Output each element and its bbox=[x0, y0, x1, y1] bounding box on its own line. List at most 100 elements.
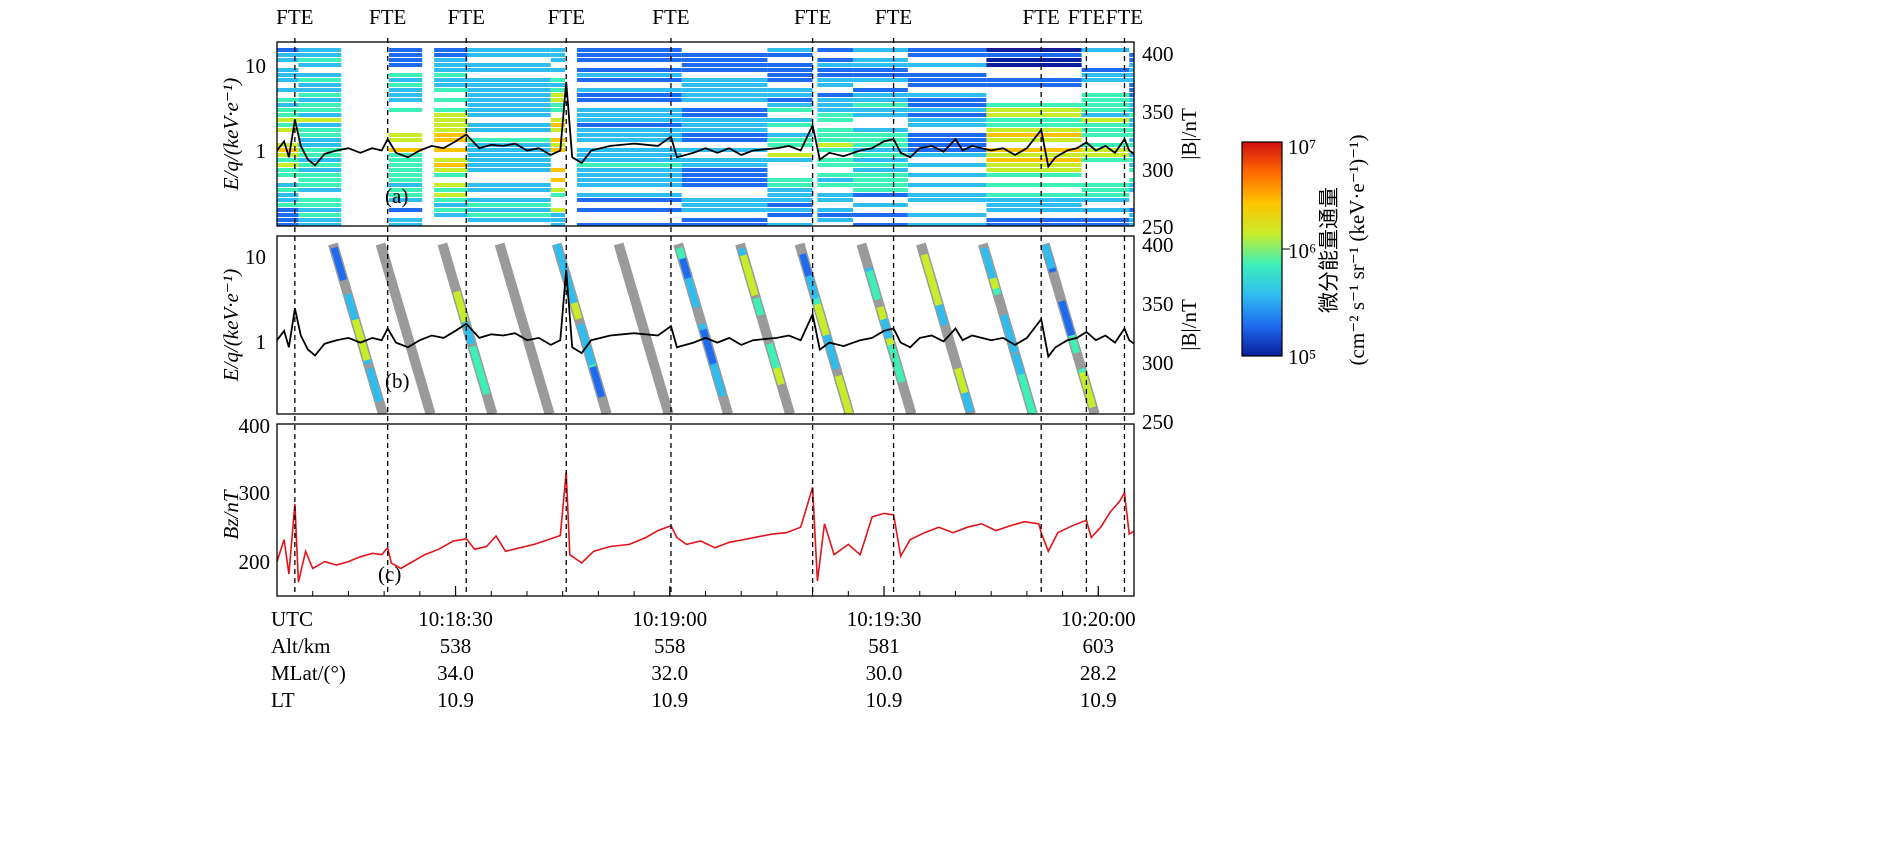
spectro-band bbox=[550, 93, 566, 97]
spectro-band bbox=[986, 218, 1082, 222]
spectro-band bbox=[817, 63, 854, 67]
fte-label-2: FTE bbox=[369, 5, 406, 29]
spectro-band bbox=[853, 103, 908, 107]
panel-a-right-tick-400: 400 bbox=[1142, 42, 1174, 66]
fte-label-3: FTE bbox=[448, 5, 485, 29]
sweep-flux-segment bbox=[1058, 300, 1076, 339]
spectro-band bbox=[576, 153, 682, 157]
spectro-band bbox=[986, 183, 1082, 187]
orbit-info-table: UTC Alt/km 538 558 581 603 MLat/(°) 34.0 32.0 30.… bbox=[271, 607, 1136, 712]
spectro-band bbox=[853, 78, 908, 82]
spectro-band bbox=[298, 118, 342, 122]
spectro-band bbox=[907, 73, 987, 77]
spectro-band bbox=[467, 168, 551, 172]
spectro-band bbox=[576, 53, 682, 57]
spectro-band bbox=[1129, 113, 1134, 117]
spectro-band bbox=[681, 83, 768, 87]
spectro-band bbox=[986, 148, 1082, 152]
sweep-flux-segment bbox=[739, 254, 756, 288]
spectro-band bbox=[277, 113, 299, 117]
panel-b-right-tick-400: 400 bbox=[1142, 233, 1174, 257]
spectro-band bbox=[853, 223, 908, 226]
sweep-flux-segment bbox=[469, 345, 486, 380]
spectro-band bbox=[576, 93, 682, 97]
table-cell: 603 bbox=[1083, 634, 1115, 658]
panel-a-right-tick-250: 250 bbox=[1142, 215, 1174, 239]
spectro-band bbox=[298, 173, 342, 177]
spectro-band bbox=[817, 173, 854, 177]
spectro-band bbox=[1129, 138, 1134, 142]
spectro-band bbox=[277, 128, 299, 132]
spectro-band bbox=[1129, 183, 1134, 187]
spectro-band bbox=[277, 193, 299, 197]
table-cell: 30.0 bbox=[866, 661, 903, 685]
spectro-band bbox=[277, 103, 299, 107]
spectro-band bbox=[1081, 218, 1130, 222]
spectro-band bbox=[1081, 133, 1130, 137]
spectro-band bbox=[388, 218, 423, 222]
spectro-band bbox=[550, 223, 566, 226]
spectro-band bbox=[853, 98, 908, 102]
spectro-band bbox=[550, 98, 566, 102]
fte-label-7: FTE bbox=[875, 5, 912, 29]
spectro-band bbox=[576, 158, 682, 162]
spectro-band bbox=[907, 163, 987, 167]
spectro-band bbox=[467, 113, 551, 117]
spectro-band bbox=[986, 123, 1082, 127]
spectro-band bbox=[467, 83, 551, 87]
spectro-band bbox=[1129, 168, 1134, 172]
spectro-band bbox=[817, 183, 854, 187]
spectro-band bbox=[853, 73, 908, 77]
spectro-band bbox=[681, 108, 768, 112]
spectro-band bbox=[434, 118, 468, 122]
spectro-band bbox=[853, 168, 908, 172]
spectro-band bbox=[817, 58, 854, 62]
sweep-flux-segment bbox=[880, 318, 893, 340]
spectro-band bbox=[853, 58, 908, 62]
spectro-band bbox=[434, 58, 468, 62]
spectro-band bbox=[907, 223, 987, 226]
spectro-band bbox=[681, 133, 768, 137]
spectro-band bbox=[388, 98, 423, 102]
sweep-flux-segment bbox=[699, 328, 717, 365]
spectro-band bbox=[277, 108, 299, 112]
spectro-band bbox=[576, 163, 682, 167]
fte-label-1: FTE bbox=[276, 5, 313, 29]
spectro-band bbox=[576, 108, 682, 112]
sweep-flux-segment bbox=[679, 257, 692, 280]
spectro-band bbox=[767, 198, 813, 202]
spectro-band bbox=[550, 58, 566, 62]
spectro-band bbox=[277, 53, 299, 57]
spectro-band bbox=[277, 58, 299, 62]
spectro-band bbox=[767, 98, 813, 102]
spectro-band bbox=[817, 178, 854, 182]
spectro-band bbox=[853, 133, 908, 137]
spectro-band bbox=[434, 193, 468, 197]
spectro-band bbox=[817, 143, 854, 147]
spectro-band bbox=[576, 223, 682, 226]
panel-c-tick-400: 400 bbox=[239, 414, 271, 438]
spectro-band bbox=[907, 78, 987, 82]
panel-a-frame bbox=[276, 41, 1135, 227]
spectro-band bbox=[277, 68, 299, 72]
panel-b-left-tick-10: 10 bbox=[245, 245, 266, 269]
spectro-band bbox=[576, 128, 682, 132]
spectro-band bbox=[388, 88, 423, 92]
spectro-band bbox=[1081, 198, 1130, 202]
fte-label-10: FTE bbox=[1106, 5, 1143, 29]
spectro-band bbox=[576, 168, 682, 172]
spectro-band bbox=[467, 63, 551, 67]
spectro-band bbox=[1129, 58, 1134, 62]
spectro-band bbox=[388, 178, 423, 182]
spectro-band bbox=[853, 163, 908, 167]
table-cell: 10.9 bbox=[437, 688, 474, 712]
spectro-band bbox=[277, 223, 299, 226]
spectro-band bbox=[298, 208, 342, 212]
spectro-band bbox=[767, 73, 813, 77]
spectro-band bbox=[1081, 208, 1130, 212]
spectro-band bbox=[986, 223, 1082, 226]
spectro-band bbox=[550, 193, 566, 197]
table-row-label: LT bbox=[271, 688, 295, 712]
spectro-band bbox=[434, 73, 468, 77]
